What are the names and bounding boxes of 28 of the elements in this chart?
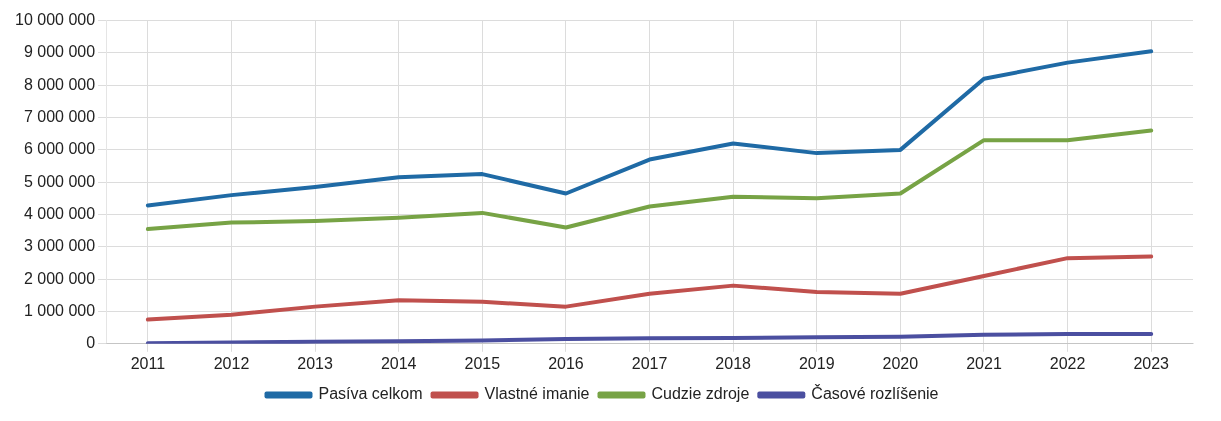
y-tick-label: 0 [86,334,96,352]
y-tick-label: 4 000 000 [23,204,96,222]
legend-label: Časové rozlíšenie [811,384,939,403]
x-tick-label: 2023 [1133,354,1170,372]
legend-label: Pasíva celkom [318,385,423,403]
y-tick-label: 1 000 000 [23,301,96,319]
x-tick-label: 2015 [464,354,501,372]
legend-label: Cudzie zdroje [651,385,750,403]
y-tick-label: 3 000 000 [23,237,96,255]
y-tick-label: 9 000 000 [23,43,96,61]
x-tick-label: 2019 [798,354,835,372]
x-tick-label: 2021 [966,354,1002,372]
x-tick-label: 2012 [213,354,250,372]
x-tick-label: 2011 [130,354,166,372]
x-tick-label: 2018 [715,354,752,372]
y-tick-label: 2 000 000 [23,269,96,287]
y-tick-label: 6 000 000 [23,140,96,158]
y-tick-label: 8 000 000 [23,75,96,93]
y-tick-label: 10 000 000 [15,11,96,29]
x-tick-label: 2020 [882,354,919,372]
x-tick-label: 2022 [1049,354,1086,372]
x-tick-label: 2013 [297,354,333,372]
x-tick-label: 2014 [380,354,417,372]
x-tick-label: 2017 [631,354,668,372]
y-tick-label: 5 000 000 [23,172,96,190]
legend-label: Vlastné imanie [484,385,590,403]
y-tick-label: 7 000 000 [23,107,96,125]
x-tick-label: 2016 [548,354,584,372]
